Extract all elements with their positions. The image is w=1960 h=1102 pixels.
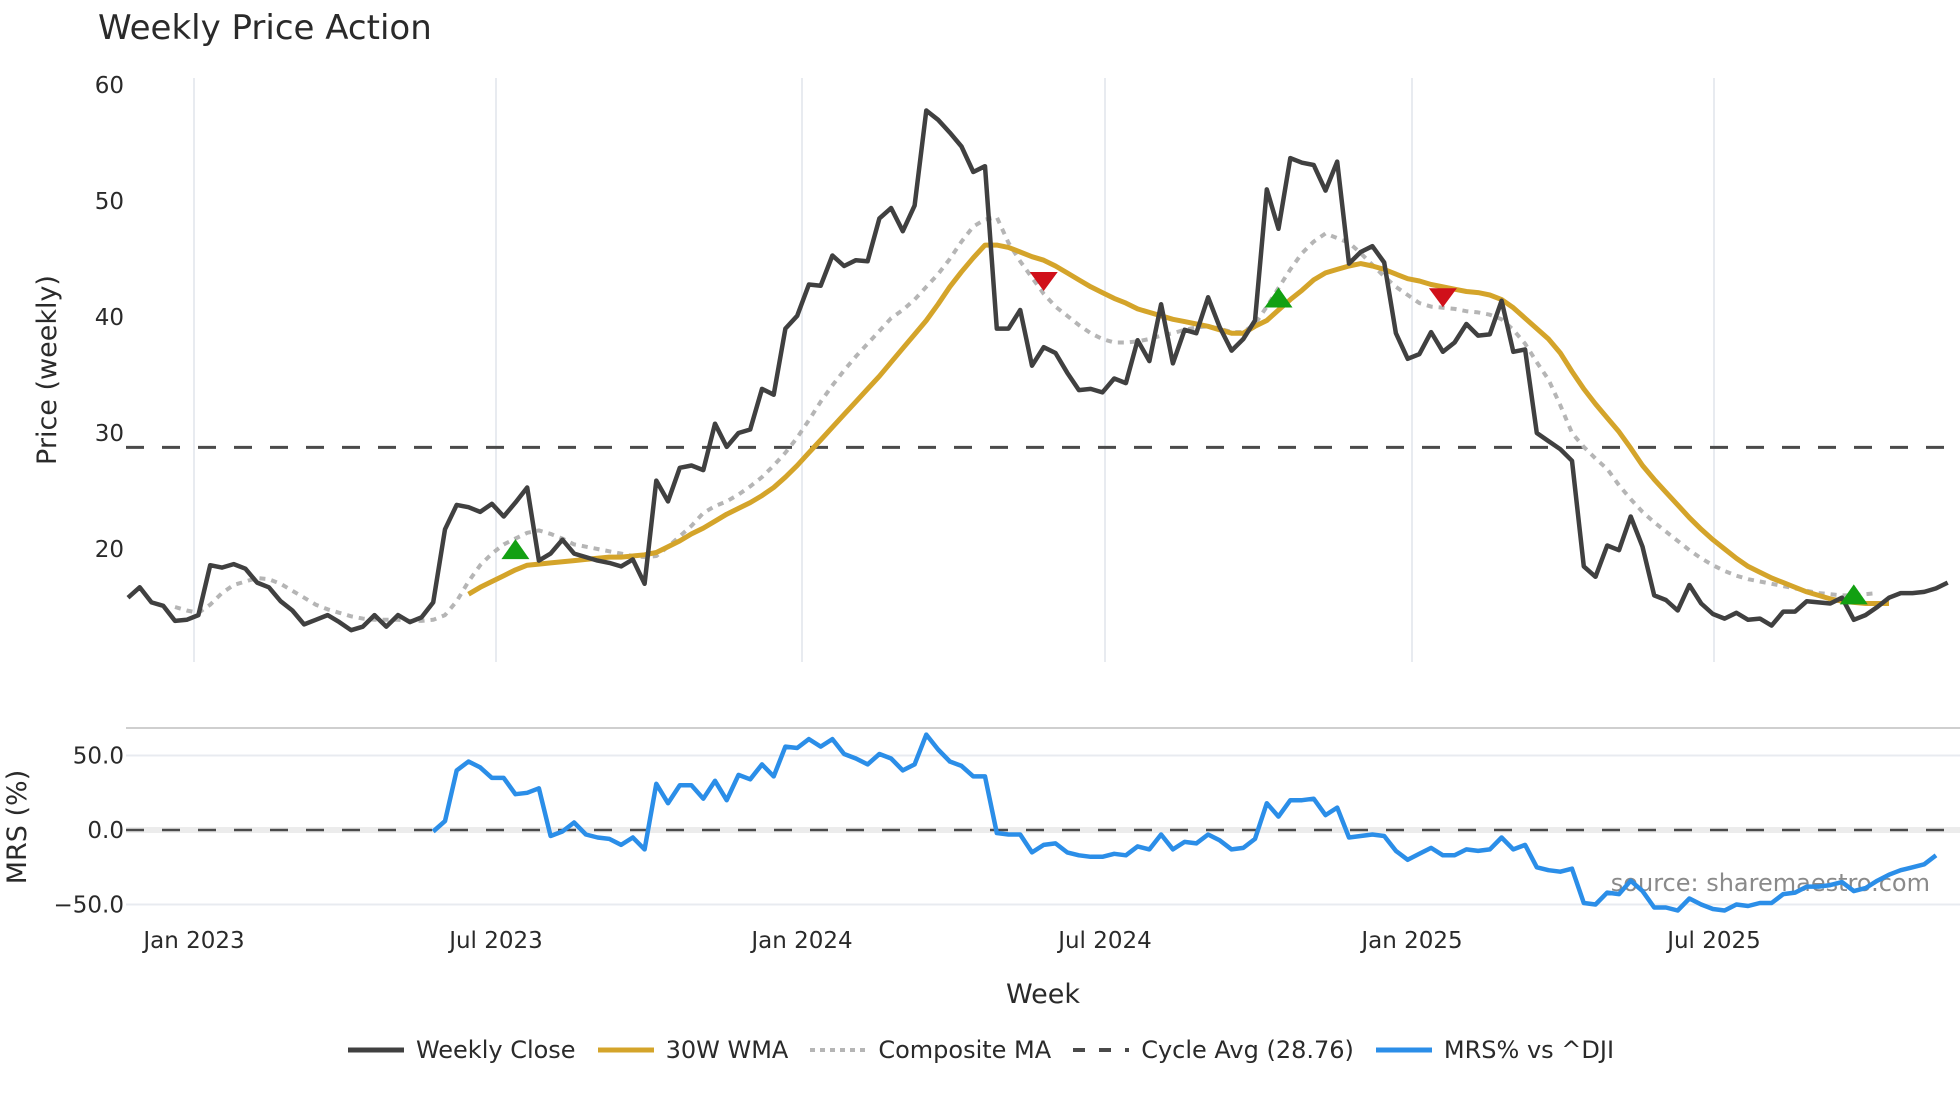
wma-line <box>467 242 1889 606</box>
legend: Weekly Close 30W WMA Composite MA Cycle Avg… <box>0 1036 1960 1064</box>
y-tick-label: 50 <box>95 189 124 215</box>
legend-item-composite-ma[interactable]: Composite MA <box>808 1036 1051 1064</box>
x-axis-title: Week <box>1006 979 1080 1010</box>
y-tick-label: 30 <box>95 421 124 447</box>
x-tick-label: Jan 2023 <box>141 928 244 954</box>
buy-signal-triangle-up-icon <box>1264 287 1293 308</box>
buy-signal-triangle-up-icon <box>1839 584 1868 605</box>
y-tick-label: 60 <box>95 73 124 99</box>
y-tick-label: 20 <box>95 537 124 563</box>
mrs-y-axis: 50.0 0.0 −50.0 <box>54 744 124 919</box>
solid-line-swatch-icon <box>1375 1047 1432 1053</box>
legend-item-cycle-avg[interactable]: Cycle Avg (28.76) <box>1071 1036 1354 1064</box>
composite-ma-line <box>174 215 1878 623</box>
legend-item-weekly-close[interactable]: Weekly Close <box>346 1036 576 1064</box>
x-axis: Jan 2023 Jul 2023 Jan 2024 Jul 2024 Jan 2025… <box>141 928 1760 954</box>
x-tick-label: Jan 2025 <box>1359 928 1462 954</box>
y-tick-label: 40 <box>95 305 124 331</box>
sell-signal-triangle-down-icon <box>1428 288 1457 308</box>
x-tick-label: Jul 2024 <box>1056 928 1152 954</box>
x-tick-label: Jul 2023 <box>447 928 543 954</box>
mrs-y-axis-title: MRS (%) <box>2 770 33 885</box>
legend-label: 30W WMA <box>665 1036 789 1064</box>
mrs-line <box>431 732 1938 913</box>
dotted-line-swatch-icon <box>810 1048 867 1052</box>
buy-signal-triangle-up-icon <box>501 539 530 560</box>
x-tick-label: Jul 2025 <box>1665 928 1761 954</box>
price-y-axis-title: Price (weekly) <box>32 275 63 465</box>
price-series <box>126 108 1960 633</box>
legend-item-wma[interactable]: 30W WMA <box>596 1036 789 1064</box>
price-y-axis: 20 30 40 50 60 <box>95 73 124 563</box>
legend-label: MRS% vs ^DJI <box>1443 1036 1615 1064</box>
x-tick-label: Jan 2024 <box>749 928 852 954</box>
solid-line-swatch-icon <box>597 1047 654 1053</box>
price-panel-grid <box>193 78 1715 662</box>
sell-signal-triangle-down-icon <box>1029 272 1058 292</box>
dashed-line-swatch-icon <box>1073 1048 1130 1052</box>
weekly-close-line <box>126 108 1949 633</box>
signal-markers <box>501 272 1868 605</box>
y-tick-label: 0.0 <box>87 818 124 844</box>
legend-item-mrs[interactable]: MRS% vs ^DJI <box>1374 1036 1614 1064</box>
legend-label: Weekly Close <box>415 1036 576 1064</box>
source-watermark: source: sharemaestro.com <box>1611 869 1930 897</box>
legend-label: Composite MA <box>878 1036 1052 1064</box>
legend-label: Cycle Avg (28.76) <box>1141 1036 1354 1064</box>
chart-title: Weekly Price Action <box>98 8 432 48</box>
y-tick-label: 50.0 <box>73 744 124 770</box>
y-tick-label: −50.0 <box>54 893 124 919</box>
mrs-series <box>431 732 1938 913</box>
solid-line-swatch-icon <box>347 1047 404 1053</box>
